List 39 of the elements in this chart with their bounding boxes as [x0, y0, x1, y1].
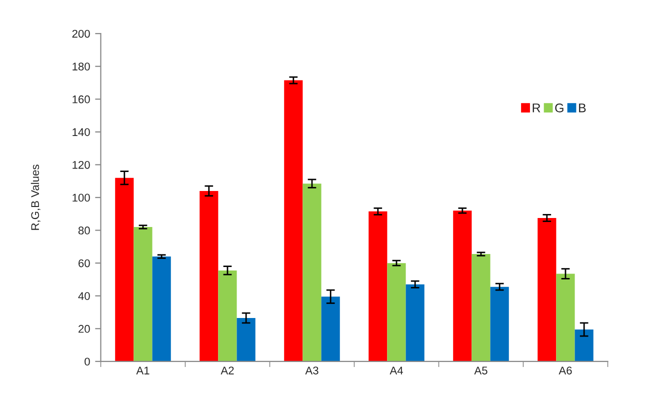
legend-label: G — [555, 103, 564, 112]
bar — [115, 178, 134, 362]
y-tick-label: 140 — [72, 128, 90, 136]
bar — [152, 256, 171, 362]
x-tick-label: A6 — [558, 366, 572, 374]
y-tick-label: 100 — [72, 194, 90, 202]
x-tick-label: A1 — [136, 366, 150, 374]
x-tick-label: A4 — [390, 366, 403, 374]
x-tick-label: A3 — [305, 366, 318, 374]
y-tick-label: 40 — [78, 292, 90, 300]
y-tick-label: 0 — [84, 358, 90, 366]
x-tick-label: A5 — [474, 366, 488, 374]
bar — [387, 263, 406, 362]
y-tick-label: 60 — [78, 259, 90, 268]
bar — [368, 211, 388, 362]
bar — [453, 210, 472, 362]
bar — [490, 286, 509, 362]
bar — [472, 254, 490, 362]
bar — [302, 184, 322, 362]
y-tick-label: 80 — [78, 226, 90, 234]
y-tick-label: 120 — [72, 160, 90, 169]
bar — [574, 329, 594, 362]
bar — [284, 80, 303, 362]
y-tick-label: 200 — [72, 30, 90, 38]
y-axis-title: R,G,B Values — [30, 164, 40, 230]
bar — [556, 274, 575, 362]
bar — [218, 270, 237, 362]
bar — [200, 190, 218, 362]
y-tick-label: 180 — [72, 62, 90, 70]
legend-label: B — [579, 104, 586, 112]
bar — [236, 318, 256, 362]
bar — [321, 296, 340, 362]
bar — [134, 227, 152, 362]
bar — [538, 218, 556, 362]
legend-label: R — [532, 104, 540, 112]
bar — [406, 284, 424, 362]
y-tick-label: 20 — [78, 324, 90, 333]
x-tick-label: A2 — [220, 366, 234, 374]
y-tick-label: 160 — [72, 95, 90, 104]
